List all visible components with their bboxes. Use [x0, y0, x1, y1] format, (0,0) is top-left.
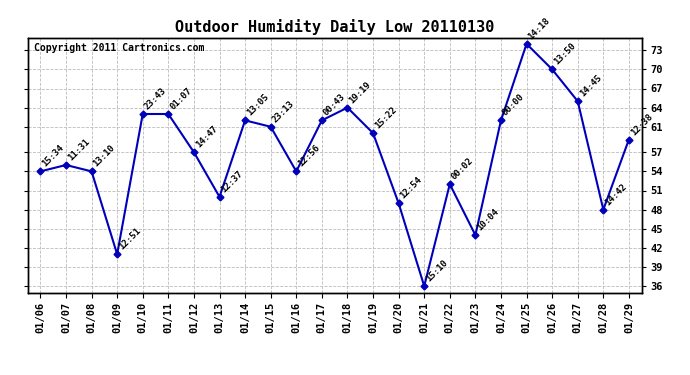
Text: 15:34: 15:34: [41, 144, 66, 169]
Text: 15:10: 15:10: [424, 258, 450, 284]
Text: 12:54: 12:54: [399, 176, 424, 201]
Text: 14:45: 14:45: [578, 74, 603, 99]
Text: 23:43: 23:43: [143, 86, 168, 111]
Text: 12:37: 12:37: [219, 169, 245, 194]
Text: 10:04: 10:04: [475, 207, 501, 232]
Text: 12:38: 12:38: [629, 112, 654, 137]
Title: Outdoor Humidity Daily Low 20110130: Outdoor Humidity Daily Low 20110130: [175, 19, 494, 35]
Text: 23:13: 23:13: [270, 99, 296, 124]
Text: 00:00: 00:00: [501, 93, 526, 118]
Text: 15:22: 15:22: [373, 105, 398, 130]
Text: 11:31: 11:31: [66, 137, 91, 162]
Text: 12:56: 12:56: [296, 144, 322, 169]
Text: 14:42: 14:42: [603, 182, 629, 207]
Text: Copyright 2011 Cartronics.com: Copyright 2011 Cartronics.com: [34, 43, 204, 52]
Text: 19:19: 19:19: [348, 80, 373, 105]
Text: 00:43: 00:43: [322, 93, 347, 118]
Text: 00:02: 00:02: [450, 156, 475, 182]
Text: 14:18: 14:18: [526, 16, 552, 41]
Text: 13:05: 13:05: [245, 93, 270, 118]
Text: 13:50: 13:50: [552, 42, 578, 67]
Text: 13:10: 13:10: [92, 144, 117, 169]
Text: 12:51: 12:51: [117, 226, 143, 252]
Text: 14:47: 14:47: [194, 124, 219, 150]
Text: 01:07: 01:07: [168, 86, 194, 111]
